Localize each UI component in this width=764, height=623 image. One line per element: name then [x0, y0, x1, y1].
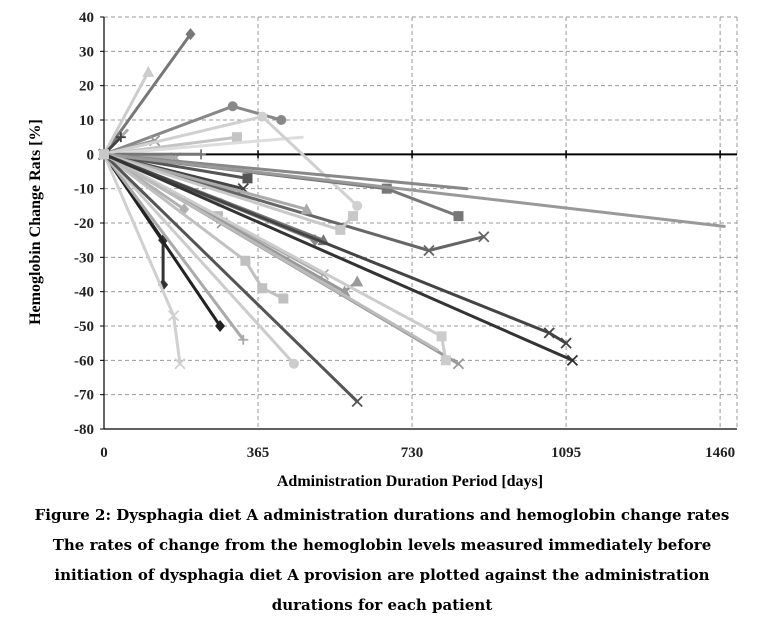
y-tick-label: 10 — [79, 113, 94, 129]
series-5 — [102, 135, 304, 156]
hemoglobin-change-chart: 40 30 20 10 0 -10 -20 -30 -40 -50 -60 -70 -80 0 365 730… — [27, 10, 738, 490]
square-marker — [347, 211, 358, 222]
y-tick-label: -80 — [74, 422, 94, 438]
series-1 — [99, 28, 196, 161]
square-marker — [240, 255, 251, 266]
y-tick-label: 40 — [79, 10, 94, 26]
square-marker — [453, 211, 464, 222]
series-line — [102, 152, 309, 211]
x-tick-label: 1095 — [551, 445, 581, 461]
x-tick-label: 0 — [100, 445, 108, 461]
circle-marker — [352, 200, 363, 211]
figure-caption-line-3: durations for each patient — [271, 596, 493, 614]
axes — [100, 16, 737, 430]
x-tick-label: 730 — [401, 445, 424, 461]
series-line — [102, 70, 150, 156]
series-line — [102, 152, 245, 342]
grid — [104, 16, 738, 430]
y-tick-label: -40 — [74, 285, 94, 301]
series-18 — [98, 148, 490, 257]
series-37 — [102, 152, 439, 352]
series-line — [102, 152, 726, 228]
square-marker — [436, 331, 447, 342]
circle-marker — [227, 101, 238, 112]
triangle-marker — [351, 275, 364, 287]
diamond-marker — [215, 320, 226, 332]
y-tick-label: 0 — [87, 147, 95, 163]
series-line — [102, 152, 439, 352]
diamond-marker — [185, 28, 196, 41]
circle-marker — [257, 111, 268, 122]
series-line — [102, 152, 222, 328]
y-tick-label: -20 — [74, 216, 94, 232]
square-marker — [440, 355, 451, 366]
series-line — [102, 32, 192, 156]
cross-marker — [478, 231, 490, 243]
square-marker — [278, 293, 289, 304]
cross-marker — [423, 244, 435, 257]
series-line — [102, 152, 574, 362]
y-tick-label: 30 — [79, 44, 94, 60]
circle-marker — [276, 115, 287, 125]
cross-marker — [543, 327, 555, 339]
y-tick-label: -70 — [74, 388, 94, 404]
series-17 — [102, 152, 726, 228]
square-marker — [335, 224, 346, 235]
triangle-marker — [300, 203, 313, 215]
square-marker — [257, 283, 268, 294]
figure-caption-title: Figure 2: Dysphagia diet A administratio… — [34, 506, 730, 524]
figure-caption-line-1: The rates of change from the hemoglobin … — [52, 536, 712, 554]
y-tick-label: -30 — [74, 250, 94, 266]
y-tick-label: 20 — [79, 79, 94, 95]
x-axis-title: Administration Duration Period [days] — [277, 473, 543, 490]
x-tick-label: 1460 — [705, 445, 735, 461]
series-line — [102, 152, 182, 366]
series-group — [98, 28, 726, 408]
y-tick-label: -60 — [74, 353, 94, 369]
square-marker — [242, 173, 253, 184]
circle-marker — [288, 358, 299, 369]
series-line — [102, 152, 285, 300]
cross-marker — [167, 310, 180, 322]
plus-marker — [115, 132, 126, 143]
y-tick-label: -50 — [74, 319, 94, 335]
series-line — [102, 152, 296, 366]
plus-marker — [196, 149, 207, 160]
cross-marker — [566, 354, 579, 366]
cross-marker — [351, 395, 363, 408]
tick-labels: 40 30 20 10 0 -10 -20 -30 -40 -50 -60 -70 -80 0 365 730… — [74, 10, 735, 461]
cross-marker — [560, 337, 572, 349]
series-line — [102, 152, 359, 403]
y-axis-title: Hemoglobin Change Rats [%] — [27, 119, 44, 325]
origin-marker — [99, 149, 109, 160]
x-tick-label: 365 — [247, 445, 270, 461]
plus-marker — [238, 334, 249, 345]
cross-marker — [174, 358, 186, 370]
triangle-marker — [142, 65, 155, 77]
cross-marker — [452, 358, 465, 370]
series-line — [102, 135, 304, 156]
y-tick-label: -10 — [74, 182, 94, 198]
square-marker — [231, 132, 242, 143]
figure-caption-line-2: initiation of dysphagia diet A provision… — [54, 566, 710, 584]
